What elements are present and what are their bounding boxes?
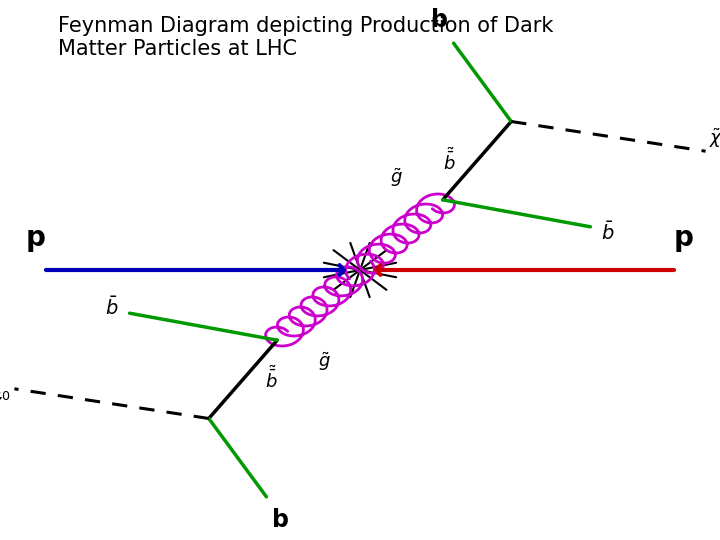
Text: $\bar{b}$: $\bar{b}$ (601, 221, 615, 244)
Text: b: b (272, 508, 289, 531)
Text: $\tilde{\bar{b}}$: $\tilde{\bar{b}}$ (443, 147, 455, 174)
Text: $\tilde{\chi}^0$: $\tilde{\chi}^0$ (709, 126, 720, 150)
Text: Feynman Diagram depicting Production of Dark
Matter Particles at LHC: Feynman Diagram depicting Production of … (58, 16, 553, 59)
Text: $\bar{b}$: $\bar{b}$ (105, 296, 119, 319)
Text: $\tilde{\chi}^0$: $\tilde{\chi}^0$ (0, 390, 11, 414)
Text: $\tilde{\bar{b}}$: $\tilde{\bar{b}}$ (265, 366, 277, 393)
Text: p: p (674, 224, 694, 252)
Text: b: b (431, 9, 448, 32)
Text: p: p (26, 224, 46, 252)
Text: $\tilde{g}$: $\tilde{g}$ (390, 167, 402, 190)
Text: $\tilde{g}$: $\tilde{g}$ (318, 350, 330, 373)
